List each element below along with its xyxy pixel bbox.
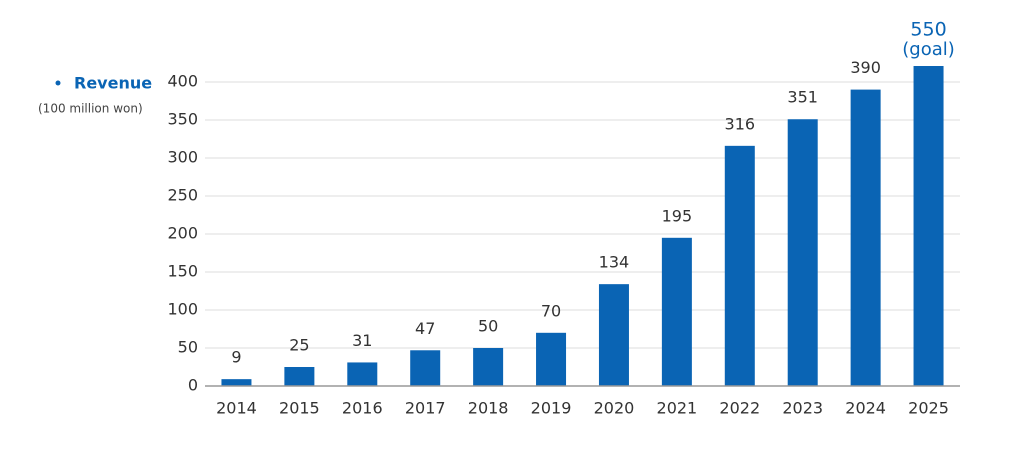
bar <box>661 237 692 386</box>
data-label: 134 <box>599 253 630 272</box>
y-tick-label: 400 <box>167 72 198 91</box>
y-tick-label: 50 <box>178 338 198 357</box>
data-label: 390 <box>850 58 881 77</box>
data-label: 50 <box>478 317 498 336</box>
data-label: 316 <box>725 114 756 133</box>
data-label: 47 <box>415 319 435 338</box>
bar <box>913 66 944 386</box>
x-tick-label: 2016 <box>342 399 383 418</box>
x-tick-label: 2018 <box>468 399 509 418</box>
bars <box>221 66 944 387</box>
bar <box>787 119 818 387</box>
grid <box>205 81 960 387</box>
x-tick-label: 2023 <box>782 399 823 418</box>
data-label: 70 <box>541 301 561 320</box>
y-tick-label: 250 <box>167 186 198 205</box>
x-tick-label: 2017 <box>405 399 446 418</box>
x-tick-label: 2025 <box>908 399 949 418</box>
x-tick-label: 2024 <box>845 399 886 418</box>
y-tick-label: 350 <box>167 110 198 129</box>
bar <box>724 145 755 386</box>
data-label: 31 <box>352 331 372 350</box>
x-tick-label: 2020 <box>594 399 635 418</box>
y-tick-label: 0 <box>188 376 198 395</box>
bar <box>850 89 881 386</box>
bar <box>410 350 441 386</box>
x-tick-label: 2014 <box>216 399 257 418</box>
data-label: 9 <box>231 348 241 367</box>
bar <box>284 367 315 386</box>
data-label: 550 <box>910 19 946 41</box>
bar <box>536 332 567 386</box>
data-label: 195 <box>662 206 693 225</box>
legend-bullet <box>55 80 61 86</box>
goal-note: (goal) <box>902 39 955 60</box>
x-tick-label: 2021 <box>657 399 698 418</box>
y-axis-label: (100 million won) <box>38 102 143 116</box>
legend-label: Revenue <box>74 74 152 93</box>
x-tick-label: 2022 <box>719 399 760 418</box>
bar <box>347 362 378 386</box>
y-tick-label: 100 <box>167 300 198 319</box>
data-label: 351 <box>787 88 818 107</box>
data-label: 25 <box>289 336 309 355</box>
x-tick-label: 2019 <box>531 399 572 418</box>
x-tick-label: 2015 <box>279 399 320 418</box>
y-tick-label: 300 <box>167 148 198 167</box>
bar <box>598 284 629 386</box>
bar <box>473 348 504 386</box>
bar <box>221 379 252 386</box>
y-tick-label: 200 <box>167 224 198 243</box>
y-tick-label: 150 <box>167 262 198 281</box>
